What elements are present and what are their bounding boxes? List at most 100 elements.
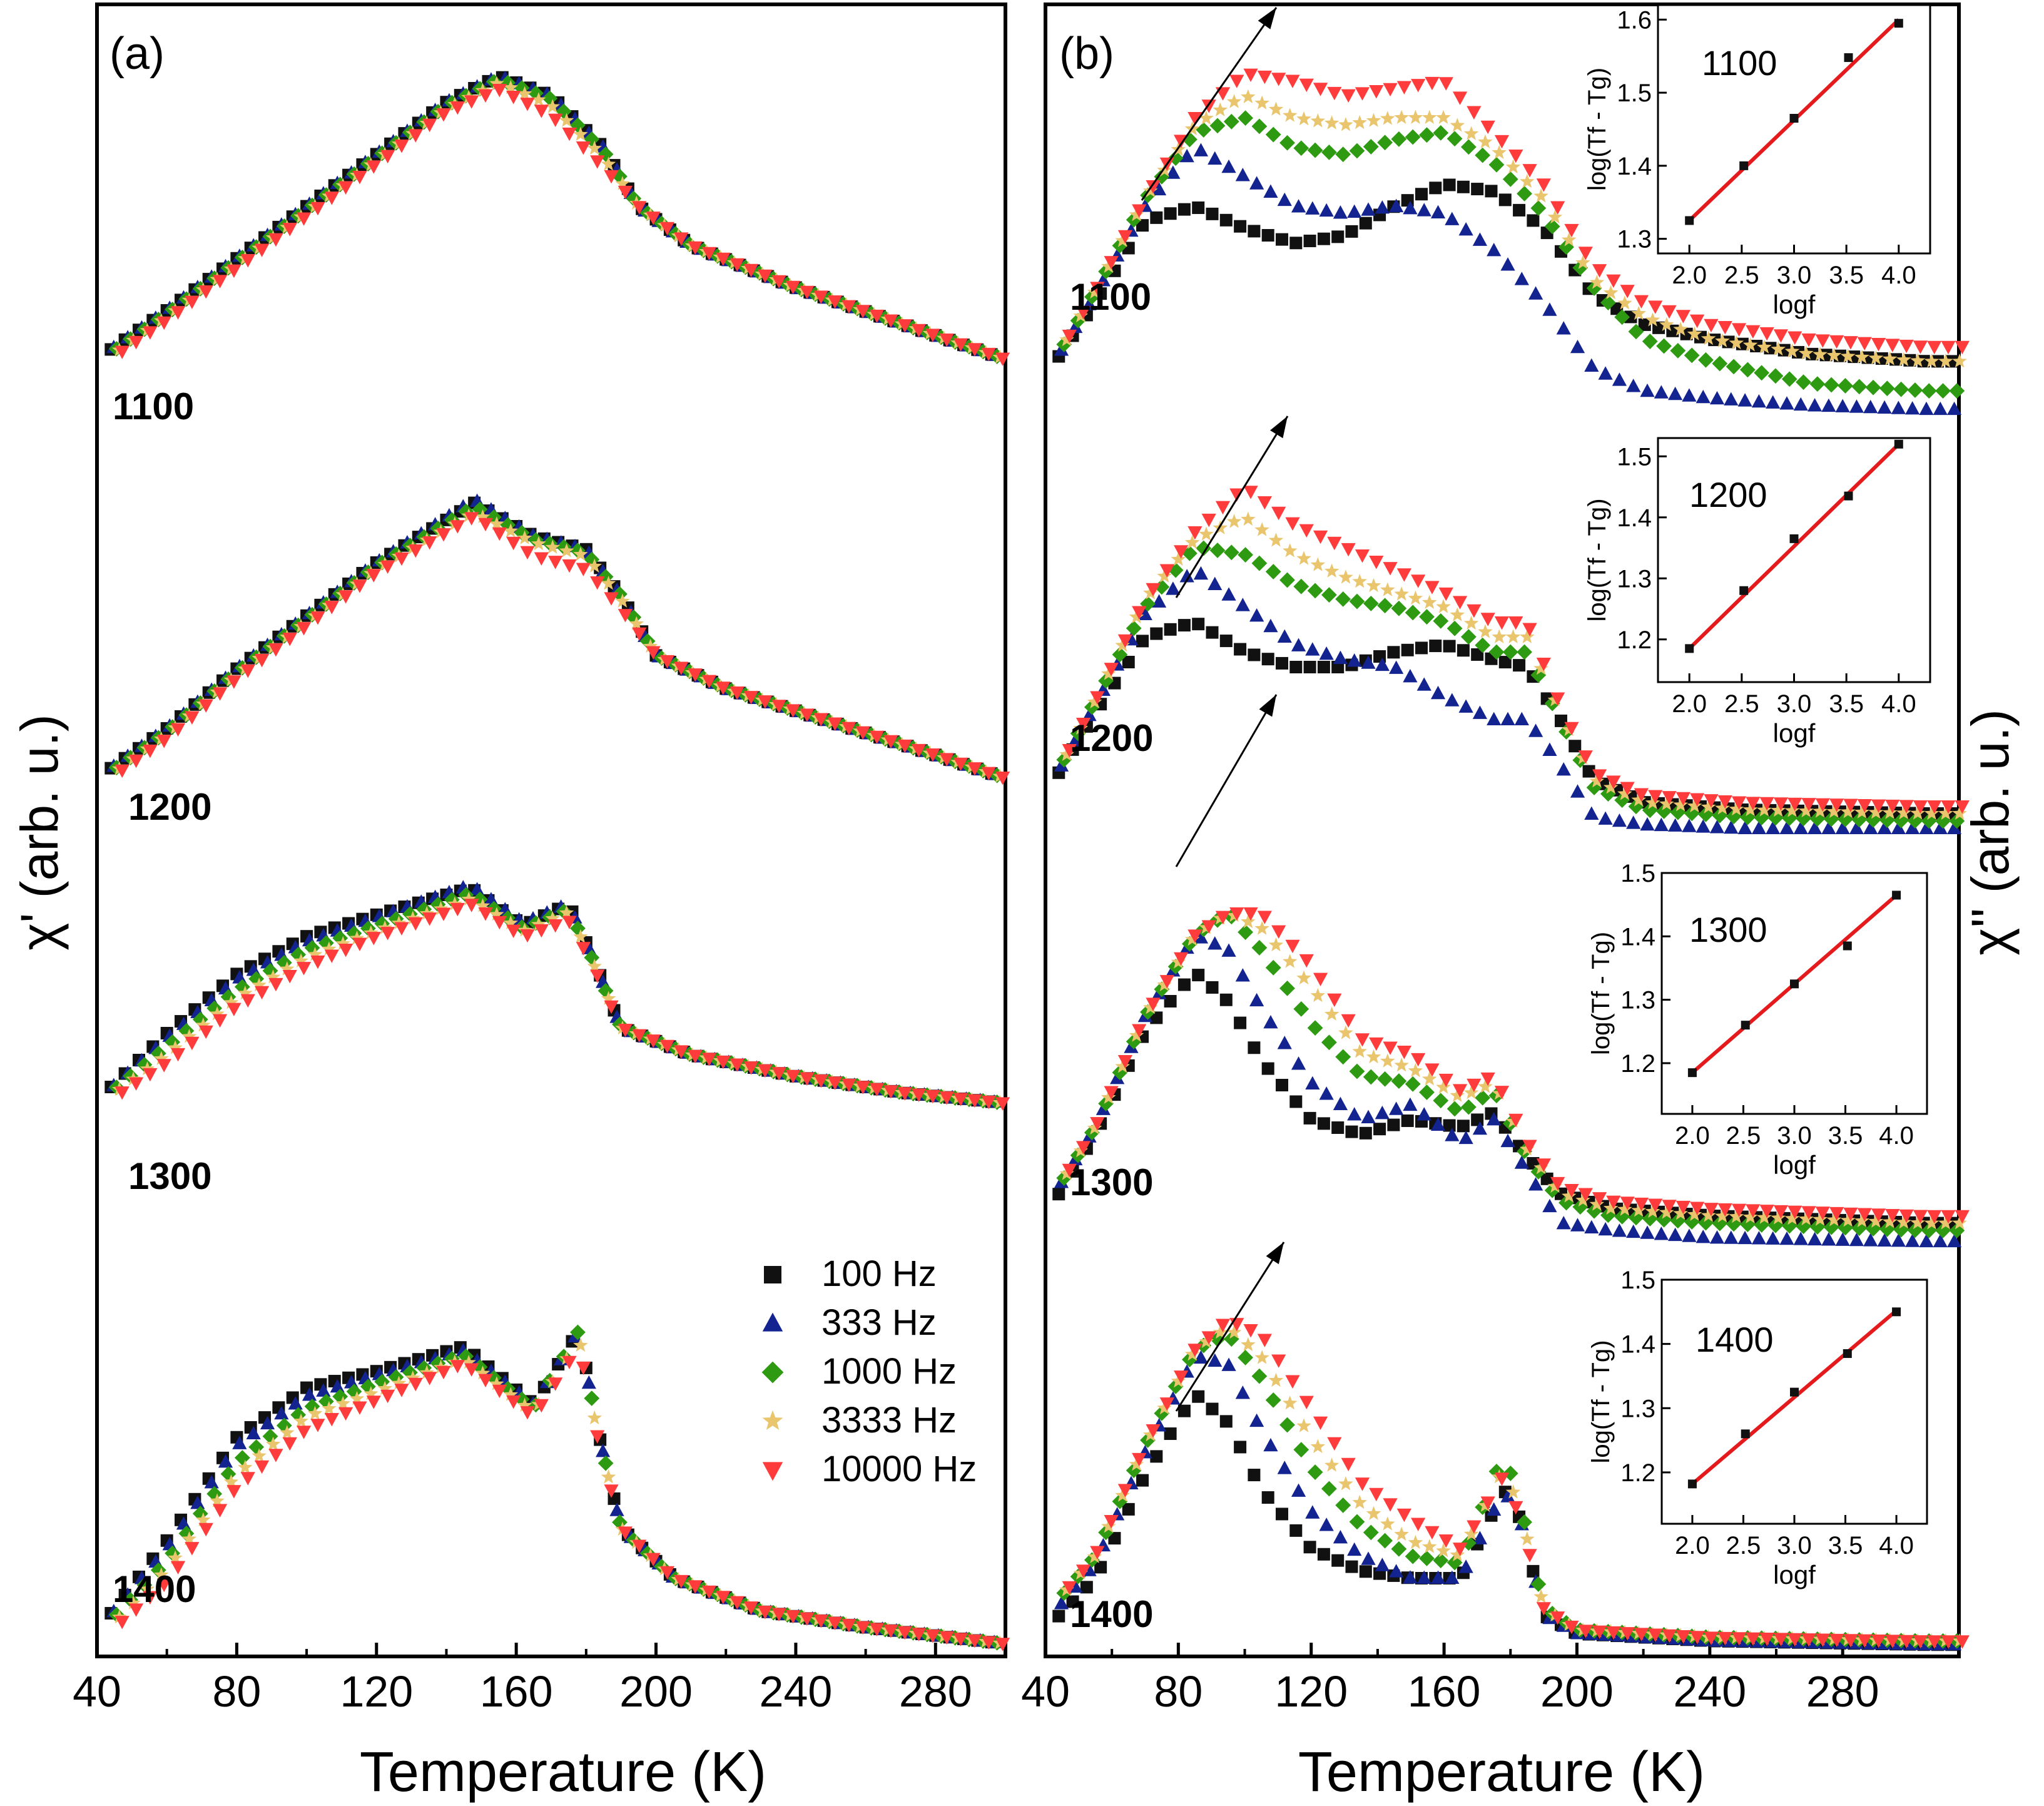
data-point-b-1300-4	[1717, 1203, 1732, 1217]
data-point-b-1200-1	[1221, 587, 1236, 601]
data-point-b-1400-1	[1054, 1596, 1069, 1610]
data-point-a-1200-3	[517, 530, 532, 544]
data-point-b-1300-3	[1938, 1215, 1953, 1230]
data-point-b-1300-4	[1467, 1078, 1482, 1093]
data-point-b-1400-2	[1209, 1331, 1226, 1347]
data-point-b-1300-3	[1268, 937, 1284, 952]
data-point-b-1300-3	[1840, 1213, 1856, 1227]
data-point-b-1100-2	[1544, 218, 1560, 235]
data-point-b-1200-2	[1851, 812, 1868, 828]
data-point-a-1200-3	[629, 616, 644, 630]
data-point-b-1400-4	[1159, 1397, 1174, 1411]
data-point-b-1200-3	[1589, 773, 1605, 788]
data-point-b-1400-3	[1199, 1334, 1214, 1349]
data-point-b-1100-1	[1528, 286, 1543, 300]
data-point-b-1400-0	[1303, 1541, 1316, 1554]
data-point-b-1300-1	[1696, 1230, 1711, 1243]
data-point-a-1100-4	[352, 170, 367, 185]
data-point-b-1100-3	[1059, 332, 1074, 347]
data-point-b-1300-4	[1132, 1024, 1147, 1038]
data-point-b-1200-0	[1122, 656, 1135, 668]
data-point-b-1300-0	[1331, 1121, 1345, 1134]
data-point-b-1200-1	[1709, 820, 1725, 834]
data-point-a-1300-3	[196, 1018, 211, 1032]
data-point-b-1300-2	[1586, 1203, 1602, 1219]
data-point-a-1400-3	[280, 1425, 295, 1439]
data-point-b-1100-2	[1838, 378, 1853, 394]
data-point-a-1300-2	[570, 921, 586, 936]
data-point-b-1200-3	[1757, 802, 1772, 817]
data-point-b-1200-1	[1208, 576, 1223, 590]
sample-label-b-1400: 1400	[1070, 1593, 1153, 1635]
data-point-b-1300-4	[1327, 993, 1342, 1008]
data-point-a-1300-4	[324, 949, 339, 963]
data-point-b-1400-4	[1201, 1331, 1216, 1345]
inset-1400-x-tick-label: 3.0	[1777, 1532, 1812, 1559]
data-point-a-1100-4	[185, 295, 200, 310]
data-point-b-1300-1	[1933, 1233, 1948, 1248]
data-point-b-1400-2	[1251, 1368, 1268, 1384]
inset-1200-y-tick-label: 1.2	[1617, 626, 1652, 654]
data-point-a-1400-4	[995, 1638, 1010, 1651]
data-point-a-1200-3	[489, 516, 504, 531]
data-point-b-1200-1	[1905, 820, 1920, 834]
data-point-b-1400-1	[1221, 1357, 1236, 1371]
data-point-b-1300-3	[1478, 1079, 1493, 1093]
data-point-b-1200-0	[1289, 661, 1303, 673]
inset-1300-point	[1843, 941, 1852, 951]
data-point-b-1100-4	[1132, 204, 1147, 218]
data-point-a-1200-3	[559, 543, 574, 558]
data-point-b-1400-1	[1361, 1551, 1376, 1565]
data-point-b-1100-3	[1283, 108, 1298, 122]
data-point-b-1200-3	[1073, 720, 1089, 735]
data-point-b-1200-1	[1528, 723, 1543, 737]
data-point-b-1200-2	[1488, 644, 1505, 660]
data-point-b-1400-4	[1508, 1501, 1523, 1515]
data-point-b-1400-3	[1463, 1526, 1479, 1541]
data-point-a-1400-3	[223, 1474, 239, 1489]
data-point-b-1100-0	[1248, 225, 1261, 238]
data-point-b-1200-2	[1447, 620, 1463, 636]
data-point-b-1100-3	[1338, 117, 1353, 131]
data-point-a-1100-4	[897, 319, 912, 333]
data-point-b-1300-3	[1631, 1203, 1646, 1217]
data-point-a-1300-3	[489, 907, 504, 921]
data-point-a-1400-2	[584, 1390, 600, 1406]
data-point-b-1100-2	[1600, 295, 1616, 311]
data-point-b-1100-4	[1396, 81, 1411, 94]
data-point-b-1200-1	[1375, 657, 1390, 671]
data-point-b-1200-4	[1438, 587, 1453, 601]
data-point-b-1100-0	[1498, 193, 1512, 207]
data-point-b-1200-3	[1241, 511, 1256, 526]
data-point-b-1100-2	[1223, 113, 1239, 130]
legend-marker-0	[764, 1266, 781, 1283]
data-point-b-1300-1	[1668, 1227, 1683, 1242]
data-point-a-1300-4	[618, 1023, 633, 1038]
data-point-b-1200-1	[1556, 762, 1571, 776]
data-point-b-1200-3	[1492, 629, 1507, 643]
data-point-b-1100-1	[1319, 203, 1334, 217]
data-point-b-1400-4	[1941, 1635, 1956, 1649]
inset-1400-x-tick-label: 2.5	[1726, 1532, 1761, 1559]
data-point-b-1200-0	[1569, 740, 1582, 753]
data-point-b-1200-3	[1882, 805, 1898, 819]
data-point-b-1300-3	[1115, 1059, 1130, 1073]
data-point-b-1300-4	[1634, 1197, 1649, 1212]
data-point-b-1300-1	[1709, 1230, 1725, 1244]
data-point-b-1400-4	[1871, 1635, 1886, 1648]
data-point-b-1100-3	[1408, 110, 1423, 124]
data-point-a-1300-4	[743, 1061, 759, 1075]
data-point-b-1100-4	[1494, 135, 1510, 149]
data-point-b-1400-2	[1433, 1553, 1449, 1569]
data-point-a-1300-1	[470, 882, 485, 895]
data-point-b-1300-1	[1751, 1231, 1766, 1245]
data-point-b-1300-4	[1801, 1206, 1816, 1220]
data-point-b-1100-2	[1907, 382, 1923, 398]
data-point-a-1300-4	[534, 924, 549, 938]
data-point-b-1100-3	[1492, 145, 1507, 159]
data-point-a-1100-4	[590, 155, 605, 169]
inset-1200-x-tick-label: 2.5	[1724, 690, 1759, 718]
data-point-b-1200-3	[1659, 796, 1674, 810]
data-point-a-1100-4	[911, 324, 927, 338]
trend-arrow-head-3	[1266, 1242, 1284, 1265]
